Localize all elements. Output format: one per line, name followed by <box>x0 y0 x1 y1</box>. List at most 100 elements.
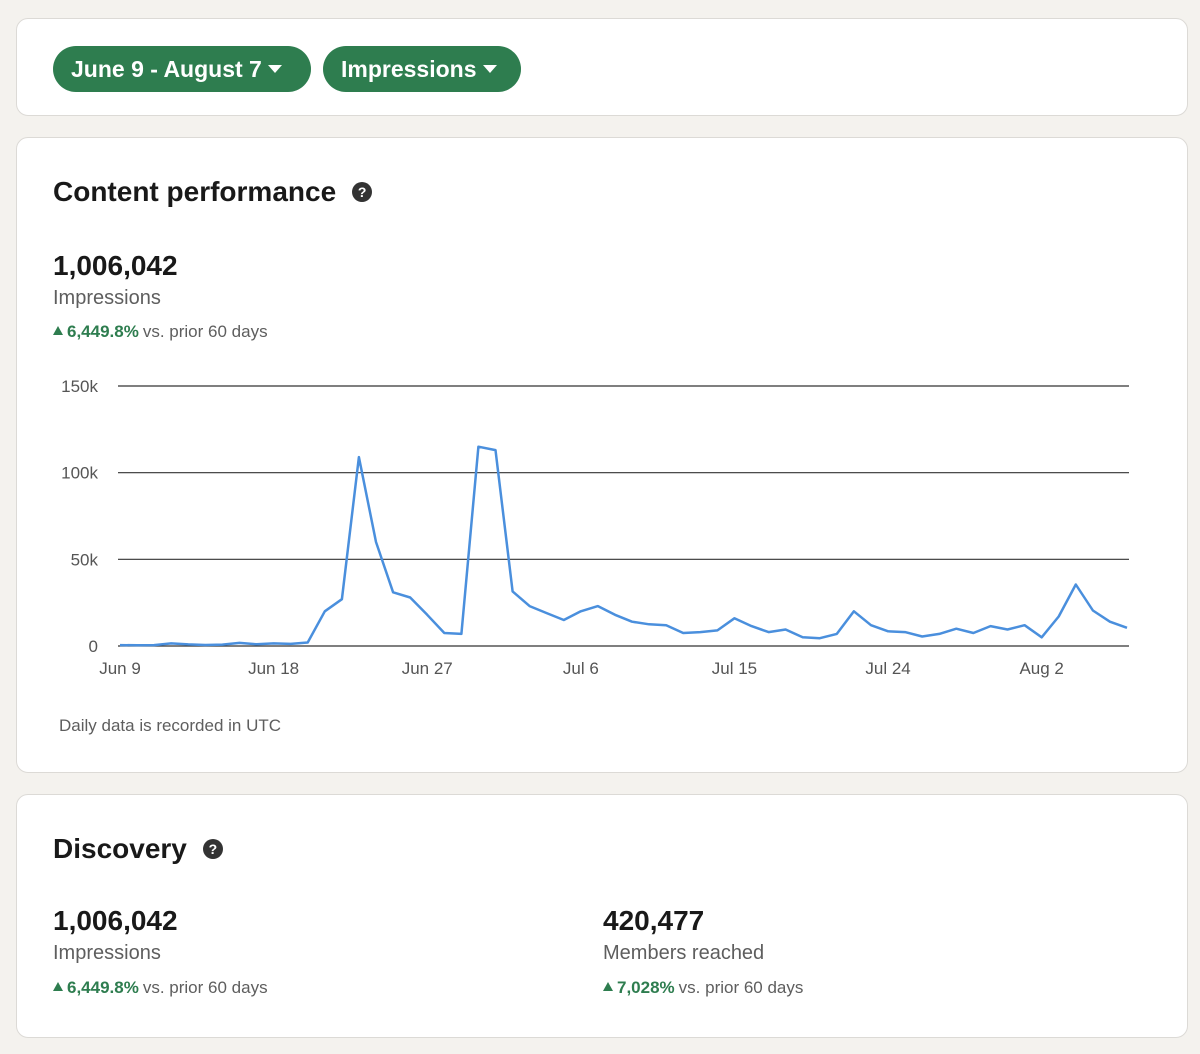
filters-card: June 9 - August 7 Impressions <box>16 18 1188 116</box>
members-reached-value: 420,477 <box>603 905 705 936</box>
change-suffix: vs. prior 60 days <box>678 978 804 997</box>
x-tick-label: Jun 9 <box>99 659 141 678</box>
discovery-impressions-label: Impressions <box>53 942 161 964</box>
data-point[interactable] <box>867 621 875 629</box>
data-point[interactable] <box>918 632 926 640</box>
date-range-label: June 9 - August 7 <box>71 55 262 82</box>
data-point[interactable] <box>679 629 687 637</box>
impressions-label: Impressions <box>53 287 161 309</box>
x-tick-label: Jun 27 <box>402 659 453 678</box>
data-point[interactable] <box>799 633 807 641</box>
data-point[interactable] <box>423 611 431 619</box>
data-point[interactable] <box>1021 621 1029 629</box>
data-point[interactable] <box>1106 618 1114 626</box>
data-point[interactable] <box>748 622 756 630</box>
data-point[interactable] <box>457 630 465 638</box>
data-point[interactable] <box>218 641 226 649</box>
data-point[interactable] <box>1072 580 1080 588</box>
help-icon[interactable]: ? <box>202 839 223 859</box>
trend-up-icon <box>53 982 63 991</box>
impressions-line-chart: 0 50k 100k 150k Jun 9 Jun 18 Jun 27 Jul 6 Jul 15… <box>61 377 1131 678</box>
data-point[interactable] <box>321 607 329 615</box>
data-point[interactable] <box>150 641 158 649</box>
date-range-dropdown[interactable]: June 9 - August 7 <box>53 46 311 92</box>
change-percent: 6,449.8% <box>67 978 139 997</box>
data-point[interactable] <box>491 446 499 454</box>
data-point[interactable] <box>1089 606 1097 614</box>
discovery-impressions-change: 6,449.8% vs. prior 60 days <box>53 978 268 998</box>
data-point[interactable] <box>253 640 261 648</box>
chevron-down-icon <box>267 65 282 73</box>
data-point[interactable] <box>474 443 482 451</box>
data-point[interactable] <box>901 628 909 636</box>
data-point[interactable] <box>833 630 841 638</box>
data-point[interactable] <box>526 602 534 610</box>
data-point[interactable] <box>1123 624 1131 632</box>
discovery-impressions-value: 1,006,042 <box>53 905 178 936</box>
data-point[interactable] <box>969 629 977 637</box>
utc-note: Daily data is recorded in UTC <box>59 716 282 735</box>
data-point[interactable] <box>935 630 943 638</box>
data-point[interactable] <box>696 628 704 636</box>
data-point[interactable] <box>611 611 619 619</box>
content-performance-card: Content performance ? 1,006,042 Impressi… <box>16 137 1188 773</box>
data-point[interactable] <box>782 626 790 634</box>
data-point[interactable] <box>355 453 363 461</box>
members-reached-change: 7,028% vs. prior 60 days <box>603 978 803 998</box>
impressions-change: 6,449.8% vs. prior 60 days <box>53 322 268 342</box>
data-point[interactable] <box>765 628 773 636</box>
data-point[interactable] <box>235 639 243 647</box>
data-point[interactable] <box>850 607 858 615</box>
data-point[interactable] <box>986 622 994 630</box>
data-point[interactable] <box>1055 613 1063 621</box>
change-percent: 6,449.8% <box>67 322 139 341</box>
y-tick-label: 100k <box>61 464 98 483</box>
data-point[interactable] <box>1038 633 1046 641</box>
data-point[interactable] <box>440 629 448 637</box>
data-point[interactable] <box>952 625 960 633</box>
data-point[interactable] <box>577 607 585 615</box>
data-point[interactable] <box>270 639 278 647</box>
chevron-down-icon <box>482 65 497 73</box>
y-tick-label: 50k <box>71 550 99 569</box>
x-tick-label: Jun 18 <box>248 659 299 678</box>
data-point[interactable] <box>304 639 312 647</box>
data-point[interactable] <box>1004 626 1012 634</box>
change-suffix: vs. prior 60 days <box>142 978 268 997</box>
data-point[interactable] <box>662 621 670 629</box>
section-title: Content performance <box>53 176 337 207</box>
data-point[interactable] <box>372 538 380 546</box>
data-point[interactable] <box>594 602 602 610</box>
data-point[interactable] <box>133 641 141 649</box>
data-point[interactable] <box>645 620 653 628</box>
content-performance-heading: Content performance ? <box>53 176 373 208</box>
change-percent: 7,028% <box>617 978 675 997</box>
metric-dropdown[interactable]: Impressions <box>323 46 521 92</box>
data-point[interactable] <box>543 609 551 617</box>
data-point[interactable] <box>560 616 568 624</box>
help-icon[interactable]: ? <box>352 182 373 202</box>
data-point[interactable] <box>713 626 721 634</box>
data-point[interactable] <box>167 639 175 647</box>
impressions-total: 1,006,042 <box>53 250 178 281</box>
y-tick-label: 150k <box>61 377 98 396</box>
data-point[interactable] <box>816 634 824 642</box>
data-point[interactable] <box>628 618 636 626</box>
trend-up-icon <box>53 326 63 335</box>
data-point[interactable] <box>509 587 517 595</box>
change-suffix: vs. prior 60 days <box>142 322 268 341</box>
data-point[interactable] <box>389 588 397 596</box>
discovery-heading: Discovery ? <box>53 833 223 865</box>
data-point[interactable] <box>884 627 892 635</box>
discovery-card: Discovery ? 1,006,042 Impressions 6,449.… <box>16 794 1188 1038</box>
data-point[interactable] <box>406 593 414 601</box>
data-point[interactable] <box>184 640 192 648</box>
data-point[interactable] <box>287 640 295 648</box>
data-point[interactable] <box>116 641 124 649</box>
data-point[interactable] <box>730 614 738 622</box>
y-tick-label: 0 <box>89 637 98 656</box>
data-point[interactable] <box>201 641 209 649</box>
data-point[interactable] <box>338 595 346 603</box>
metric-label: Impressions <box>341 55 477 82</box>
x-tick-label: Jul 24 <box>865 659 910 678</box>
